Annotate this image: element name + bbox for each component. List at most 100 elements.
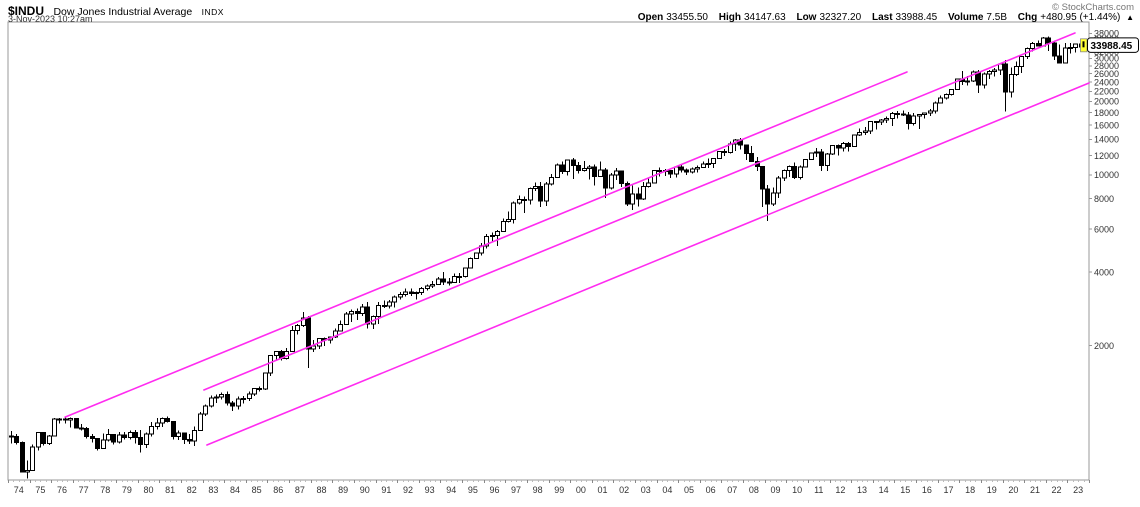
candle [863,130,868,134]
year-label: 95 [468,485,478,495]
year-label: 75 [35,485,45,495]
candle [771,192,776,205]
candle [430,284,435,287]
price-tick-label: 26000 [1094,69,1119,79]
candle [933,102,938,112]
last-price-label: 33988.45 [1091,41,1133,52]
year-label: 80 [144,485,154,495]
candle [782,170,787,179]
candle [295,324,300,332]
year-label: 20 [1008,485,1018,495]
candle [1068,47,1073,50]
year-label: 10 [792,485,802,495]
candle [641,185,646,200]
year-label: 74 [14,485,24,495]
candle [306,317,311,350]
trend-channel-line [203,32,1076,391]
candle [819,151,824,167]
candle [490,234,495,238]
candle [236,398,241,407]
candle [387,301,392,307]
ohlc-quote-row: Open 33455.50 High 34147.63 Low 32327.20 La… [630,12,1134,23]
candle [949,88,954,96]
candle [57,418,62,421]
candle [776,177,781,194]
candle [722,151,727,154]
candle [333,330,338,338]
candle [846,143,851,147]
year-label: 83 [208,485,218,495]
volume-value: 7.5B [986,12,1007,23]
candle [484,236,489,247]
candle [1052,42,1057,57]
price-tick-label: 38000 [1094,29,1119,39]
year-label: 11 [814,485,823,495]
year-label: 01 [598,485,608,495]
candle [565,159,570,172]
year-label: 97 [511,485,521,495]
year-label: 07 [727,485,737,495]
candle [198,413,203,432]
candle [20,441,25,473]
year-label: 91 [381,485,391,495]
candle [214,396,219,399]
candle [792,165,797,178]
candle [938,97,943,104]
candle [587,166,592,169]
candle [922,112,927,116]
candle [474,252,479,259]
year-label: 84 [230,485,240,495]
ticker-symbol: $INDU [8,4,45,18]
candle [160,418,165,424]
year-label: 02 [619,485,629,495]
candle [646,182,651,187]
candle [841,143,846,149]
year-label: 76 [57,485,67,495]
candle [901,113,906,116]
candle [149,426,154,435]
candle [274,350,279,357]
candle [852,134,857,147]
candle [452,275,457,284]
candle [209,397,214,407]
candle [884,117,889,121]
last-value: 33988.45 [895,12,938,23]
candle [311,345,316,350]
chart-timestamp: 3-Nov-2023 10:27am [8,14,93,24]
candle [895,113,900,116]
candle [787,165,792,172]
candle [247,393,252,400]
candle [301,317,306,326]
candle [803,158,808,168]
candle [674,166,679,175]
candle [133,432,138,439]
candle [41,432,46,445]
year-label: 14 [879,485,889,495]
candle [1036,43,1041,47]
candle [1009,73,1014,93]
price-tick-label: 12000 [1094,151,1119,161]
candle [52,418,57,437]
high-label: High [718,12,741,23]
candle [506,218,511,223]
candle [414,291,419,294]
candle [890,113,895,119]
candle [1003,63,1008,93]
candle [749,152,754,163]
year-label: 85 [252,485,262,495]
candle [857,132,862,136]
candle [68,418,73,421]
candle [582,167,587,171]
year-label: 05 [684,485,694,495]
candle [576,165,581,171]
year-label: 92 [403,485,413,495]
trend-channel-line [64,71,908,418]
year-label: 82 [187,485,197,495]
candle [225,394,230,404]
candle [879,119,884,123]
year-label: 86 [273,485,283,495]
candle [436,278,441,286]
candle [257,387,262,390]
candle [544,183,549,202]
year-label: 19 [987,485,997,495]
